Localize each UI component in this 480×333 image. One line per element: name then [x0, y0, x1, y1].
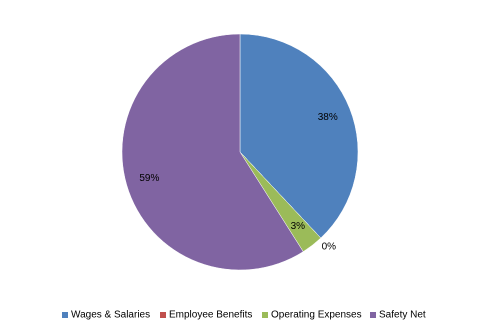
legend-label: Wages & Salaries: [71, 310, 150, 321]
pie-slice: [239, 33, 359, 239]
data-label: 0%: [322, 241, 337, 252]
data-label: 38%: [318, 112, 338, 123]
legend-label: Safety Net: [379, 310, 426, 321]
legend-swatch: [262, 312, 268, 318]
data-label: 59%: [139, 173, 159, 184]
legend-swatch: [160, 312, 166, 318]
legend-swatch: [62, 312, 68, 318]
legend-label: Employee Benefits: [169, 310, 252, 321]
data-label: 3%: [291, 221, 306, 232]
legend-label: Operating Expenses: [271, 310, 362, 321]
legend-swatch: [370, 312, 376, 318]
pie-slice: [121, 33, 304, 271]
